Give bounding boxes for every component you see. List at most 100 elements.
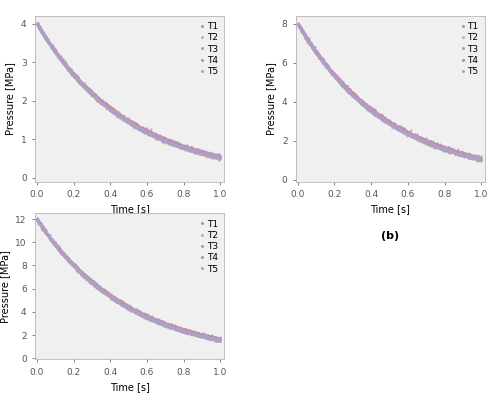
T5 <box>214 339 220 343</box>
T1 <box>151 133 157 138</box>
T3 <box>192 147 198 152</box>
T3 <box>140 313 146 318</box>
T1 <box>34 21 40 25</box>
Line: T4: T4 <box>297 23 482 160</box>
T5 <box>218 338 224 343</box>
T4 <box>151 317 157 322</box>
T5 <box>406 131 412 136</box>
Legend: T1, T2, T3, T4, T5: T1, T2, T3, T4, T5 <box>198 20 220 78</box>
T3 <box>412 135 418 140</box>
T4 <box>34 217 40 222</box>
Line: T3: T3 <box>36 22 221 159</box>
T3 <box>146 131 152 135</box>
T3 <box>151 318 157 323</box>
T3 <box>192 332 198 337</box>
T4 <box>402 128 407 133</box>
T1 <box>218 154 224 159</box>
T1 <box>412 135 418 140</box>
T2 <box>34 217 40 222</box>
X-axis label: Time [s]: Time [s] <box>110 382 150 392</box>
T1 <box>474 158 480 163</box>
T5 <box>34 21 40 26</box>
T3 <box>295 21 301 26</box>
T5 <box>453 150 459 154</box>
T5 <box>34 216 40 221</box>
T5 <box>140 313 146 318</box>
T3 <box>146 316 152 321</box>
T5 <box>295 21 301 26</box>
T4 <box>478 157 484 162</box>
T1 <box>151 316 157 321</box>
Line: T2: T2 <box>36 22 221 160</box>
T1 <box>146 314 152 319</box>
T1 <box>295 22 301 26</box>
T2 <box>146 316 152 320</box>
T3 <box>218 339 224 344</box>
T4 <box>213 339 219 343</box>
T3 <box>434 144 440 149</box>
T3 <box>34 216 40 221</box>
T5 <box>45 233 51 238</box>
T4 <box>46 40 52 45</box>
T4 <box>453 149 459 154</box>
T1 <box>306 40 312 45</box>
T2 <box>412 136 418 141</box>
T1 <box>173 142 179 147</box>
Line: T2: T2 <box>297 23 482 162</box>
T1 <box>34 217 40 222</box>
T5 <box>45 41 51 45</box>
T5 <box>173 142 179 147</box>
T4 <box>217 156 223 160</box>
T1 <box>406 131 412 135</box>
T3 <box>402 129 407 134</box>
T2 <box>192 150 198 155</box>
T4 <box>306 39 312 43</box>
T3 <box>306 39 312 43</box>
Line: T3: T3 <box>36 218 221 342</box>
T1 <box>402 130 407 134</box>
T4 <box>46 233 52 237</box>
T2 <box>218 156 224 161</box>
Line: T2: T2 <box>36 219 221 342</box>
T4 <box>174 143 180 147</box>
X-axis label: Time [s]: Time [s] <box>370 205 410 214</box>
T5 <box>173 327 179 332</box>
T5 <box>192 332 198 337</box>
T1 <box>478 156 484 160</box>
T2 <box>174 327 180 332</box>
Y-axis label: Pressure [MPa]: Pressure [MPa] <box>6 62 16 135</box>
T4 <box>34 216 40 221</box>
T2 <box>140 128 146 133</box>
T5 <box>402 129 407 134</box>
T3 <box>34 21 40 26</box>
T1 <box>173 327 179 331</box>
T2 <box>406 132 412 137</box>
T4 <box>140 127 146 132</box>
T3 <box>406 132 412 137</box>
T3 <box>453 149 459 153</box>
T1 <box>45 233 51 237</box>
T2 <box>46 232 52 237</box>
T2 <box>216 158 222 162</box>
T5 <box>434 143 440 148</box>
T1 <box>295 22 301 27</box>
T3 <box>216 339 222 344</box>
T2 <box>434 146 440 150</box>
T5 <box>218 155 224 160</box>
Line: T1: T1 <box>36 23 221 158</box>
T1 <box>192 147 198 152</box>
T1 <box>216 339 222 343</box>
T1 <box>218 336 224 341</box>
T2 <box>476 159 482 164</box>
T3 <box>46 232 52 237</box>
T5 <box>151 133 157 138</box>
Line: T4: T4 <box>36 218 221 342</box>
T2 <box>453 151 459 156</box>
Line: T3: T3 <box>297 23 482 161</box>
Line: T5: T5 <box>36 218 221 342</box>
T2 <box>218 338 224 343</box>
T5 <box>151 318 157 323</box>
T5 <box>478 155 484 160</box>
T2 <box>306 40 312 44</box>
T5 <box>146 315 152 320</box>
